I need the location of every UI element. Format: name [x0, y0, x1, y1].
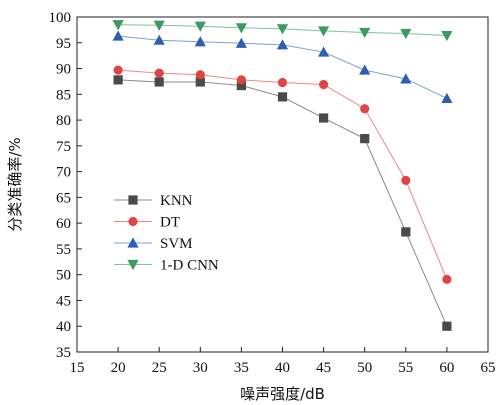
y-tick-label: 60 — [56, 216, 71, 232]
data-point-1-d-cnn — [400, 28, 412, 40]
legend-marker-knn — [128, 195, 138, 205]
y-tick-label: 55 — [56, 242, 71, 258]
data-point-dt — [195, 70, 205, 80]
y-tick-label: 35 — [56, 345, 71, 361]
x-axis-title: 噪声强度/dB — [240, 385, 325, 403]
legend-marker-1-d-cnn — [127, 259, 139, 271]
data-point-dt — [401, 175, 411, 185]
data-point-dt — [442, 274, 452, 284]
data-point-svm — [400, 73, 412, 84]
x-tick-label: 55 — [398, 360, 413, 376]
data-point-knn — [277, 92, 288, 102]
x-tick-label: 35 — [234, 360, 249, 376]
axes — [76, 16, 489, 353]
legend-label-knn: KNN — [160, 193, 193, 209]
data-point-1-d-cnn — [318, 26, 330, 37]
data-point-knn — [319, 113, 329, 123]
x-tick-label: 45 — [316, 360, 331, 376]
data-point-svm — [194, 36, 206, 47]
y-tick-label: 95 — [56, 36, 71, 52]
x-tick-label: 50 — [357, 360, 372, 376]
data-point-knn — [236, 80, 246, 91]
data-point-knn — [360, 134, 370, 144]
x-tick-label: 15 — [70, 360, 85, 376]
data-point-1-d-cnn — [276, 24, 289, 35]
data-point-knn — [401, 227, 411, 237]
legend-label-svm: SVM — [160, 236, 193, 252]
data-point-dt — [236, 75, 246, 85]
y-tick-label: 70 — [56, 165, 71, 181]
data-point-svm — [153, 34, 165, 45]
y-tick-label: 75 — [56, 139, 71, 155]
data-point-svm — [441, 92, 453, 104]
data-point-knn — [154, 77, 164, 87]
legend-marker-svm — [127, 237, 139, 248]
data-point-svm — [318, 46, 330, 57]
data-point-1-d-cnn — [359, 27, 371, 39]
x-tick-label: 20 — [111, 360, 126, 376]
data-point-dt — [113, 65, 123, 75]
y-tick-label: 50 — [56, 268, 71, 284]
legend: KNN DT SVM 1-D CNN — [114, 193, 219, 274]
x-tick-label: 60 — [439, 360, 454, 376]
data-point-knn — [113, 75, 123, 85]
data-point-1-d-cnn — [153, 20, 165, 31]
legend-marker-dt — [128, 216, 138, 227]
data-point-knn — [195, 77, 205, 87]
data-point-dt — [360, 104, 370, 114]
x-tick-label: 65 — [481, 360, 496, 376]
plot-frame — [76, 16, 489, 353]
legend-label-1-d-cnn: 1-D CNN — [160, 258, 219, 274]
ticks: 15 20 25 30 35 40 45 50 55 60 65 35 40 45 50 55 60 65 70 75… — [49, 10, 496, 376]
data-point-1-d-cnn — [441, 30, 453, 42]
data-point-1-d-cnn — [112, 20, 124, 31]
y-tick-label: 40 — [56, 319, 71, 335]
y-tick-label: 85 — [56, 87, 71, 103]
data-point-dt — [154, 68, 164, 78]
legend-item-knn: KNN — [114, 193, 193, 209]
legend-item-svm: SVM — [114, 236, 193, 252]
x-tick-label: 25 — [152, 360, 167, 376]
series-dt — [113, 65, 452, 284]
series-1-d-cnn — [112, 20, 453, 42]
x-tick-label: 40 — [275, 360, 290, 376]
y-tick-label: 90 — [56, 62, 71, 78]
series-knn — [113, 75, 452, 331]
data-point-dt — [319, 79, 329, 90]
y-tick-label: 65 — [56, 190, 71, 206]
data-point-dt — [277, 77, 288, 88]
x-tick-label: 30 — [193, 360, 208, 376]
y-tick-label: 80 — [56, 113, 71, 129]
legend-item-1-d-cnn: 1-D CNN — [114, 258, 219, 274]
data-point-knn — [442, 321, 452, 331]
data-point-svm — [112, 30, 124, 41]
data-point-svm — [359, 64, 371, 75]
legend-label-dt: DT — [160, 215, 180, 231]
series-svm — [112, 30, 453, 104]
data-point-1-d-cnn — [235, 23, 247, 34]
y-tick-label: 45 — [56, 293, 71, 309]
data-point-svm — [235, 37, 247, 48]
data-point-svm — [276, 39, 289, 50]
y-tick-label: 100 — [49, 10, 72, 26]
series-group — [112, 20, 453, 331]
data-point-1-d-cnn — [194, 21, 206, 32]
legend-item-dt: DT — [114, 215, 180, 231]
y-axis-title: 分类准确率/% — [6, 137, 24, 231]
